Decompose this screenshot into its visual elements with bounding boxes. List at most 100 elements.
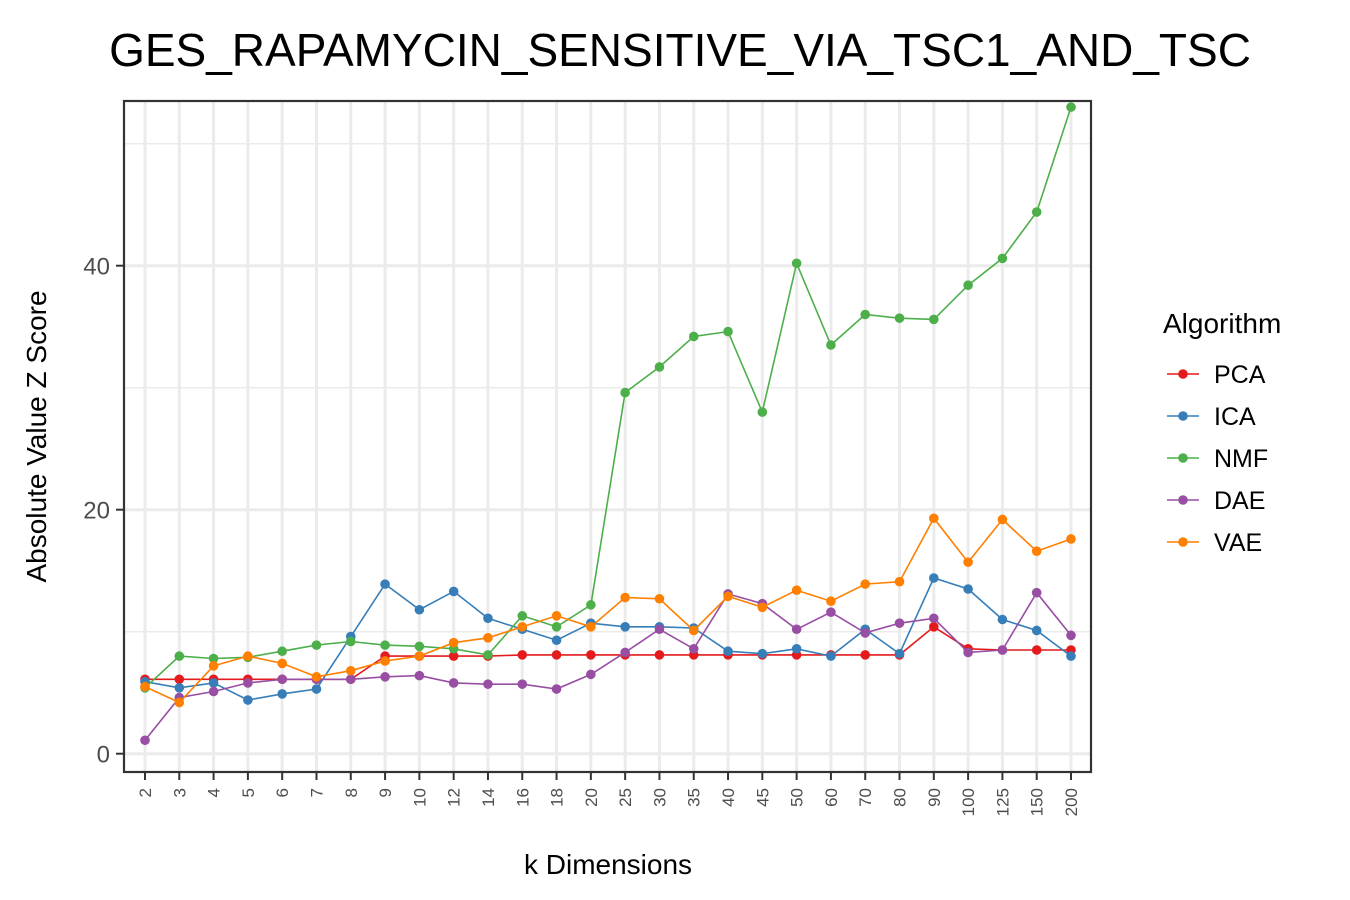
data-point-nmf	[997, 253, 1008, 264]
data-point-ica	[1066, 651, 1076, 661]
data-point-ica	[826, 651, 836, 661]
legend-key-point	[1178, 495, 1188, 505]
data-point-nmf	[894, 313, 905, 323]
data-point-nmf	[586, 600, 596, 610]
data-point-vae	[1031, 546, 1042, 556]
data-point-pca	[654, 650, 665, 660]
data-point-vae	[277, 658, 287, 669]
data-point-dae	[1031, 587, 1042, 598]
data-point-ica	[929, 573, 939, 583]
data-point-vae	[414, 651, 425, 661]
data-point-nmf	[380, 640, 390, 650]
data-point-vae	[1066, 534, 1076, 544]
x-tick-label: 8	[342, 788, 361, 797]
data-point-nmf	[826, 340, 836, 350]
y-tick-label: 40	[83, 254, 110, 281]
data-point-dae	[380, 672, 390, 682]
data-point-dae	[345, 674, 356, 685]
data-point-nmf	[963, 280, 973, 291]
series-line-nmf	[144, 106, 1072, 689]
x-tick-label: 10	[410, 788, 429, 807]
x-tick-label: 80	[891, 788, 910, 807]
data-point-ica	[380, 579, 390, 589]
data-point-pca	[929, 622, 939, 632]
data-point-vae	[517, 622, 528, 632]
data-point-vae	[586, 622, 596, 632]
x-tick-label: 14	[479, 788, 498, 807]
data-point-ica	[208, 678, 219, 688]
data-point-vae	[894, 576, 905, 587]
series-line-vae	[144, 516, 1072, 704]
data-point-nmf	[1066, 102, 1076, 112]
x-tick-label: 50	[788, 788, 807, 807]
legend-title: Algorithm	[1163, 308, 1281, 339]
data-point-vae	[997, 514, 1008, 525]
data-point-nmf	[654, 362, 665, 372]
series-line-ica	[144, 577, 1072, 701]
data-point-pca	[586, 650, 596, 660]
x-tick-label: 4	[205, 788, 224, 797]
data-point-ica	[243, 695, 253, 705]
data-point-dae	[208, 686, 219, 697]
series-ica	[140, 573, 1076, 705]
data-point-dae	[688, 643, 699, 654]
data-point-nmf	[483, 650, 493, 660]
data-point-dae	[826, 607, 836, 617]
data-point-dae	[1066, 630, 1076, 641]
data-point-pca	[1031, 645, 1042, 655]
data-point-vae	[174, 697, 185, 708]
x-tick-label: 35	[685, 788, 704, 807]
data-point-nmf	[620, 387, 630, 398]
data-point-vae	[140, 681, 150, 692]
data-point-dae	[997, 645, 1008, 655]
legend-label: DAE	[1214, 487, 1265, 515]
data-point-vae	[208, 661, 219, 671]
x-tick-label: 40	[719, 788, 738, 807]
series-lines	[140, 102, 1076, 746]
data-point-ica	[791, 643, 802, 654]
x-tick-label: 150	[1028, 788, 1047, 816]
legend-label: ICA	[1214, 403, 1256, 431]
data-point-ica	[551, 635, 562, 646]
data-point-nmf	[1031, 207, 1042, 217]
data-point-ica	[757, 648, 768, 659]
chart-title: GES_RAPAMYCIN_SENSITIVE_VIA_TSC1_AND_TSC	[109, 24, 1251, 76]
x-tick-label: 60	[822, 788, 841, 807]
data-point-dae	[654, 624, 665, 635]
data-point-pca	[860, 650, 871, 660]
x-tick-label: 30	[650, 788, 669, 807]
legend-item-dae: DAE	[1167, 487, 1265, 515]
data-point-dae	[894, 618, 905, 628]
x-tick-label: 100	[959, 788, 978, 816]
data-point-pca	[517, 650, 528, 660]
series-vae	[140, 513, 1076, 708]
x-tick-label: 25	[616, 788, 635, 807]
data-point-nmf	[277, 646, 287, 657]
x-tick-label: 90	[925, 788, 944, 807]
data-point-ica	[414, 604, 425, 615]
data-point-ica	[277, 689, 287, 699]
data-point-vae	[860, 579, 871, 589]
legend-item-ica: ICA	[1167, 403, 1256, 431]
legend-label: VAE	[1214, 529, 1262, 557]
data-point-ica	[448, 586, 459, 597]
data-point-ica	[963, 584, 973, 594]
data-point-vae	[688, 625, 699, 636]
data-point-ica	[311, 684, 322, 694]
data-point-ica	[997, 614, 1008, 625]
y-tick-label: 20	[83, 498, 110, 525]
data-point-nmf	[860, 309, 871, 320]
data-point-nmf	[757, 407, 768, 417]
x-tick-label: 3	[170, 788, 189, 797]
data-point-ica	[723, 646, 733, 657]
data-point-vae	[929, 513, 939, 524]
x-axis-title: k Dimensions	[524, 849, 692, 880]
data-point-dae	[586, 669, 596, 680]
legend-label: PCA	[1214, 361, 1266, 389]
data-point-vae	[654, 593, 665, 604]
data-point-nmf	[688, 331, 699, 342]
legend: Algorithm PCA ICA NMF DAE VAE	[1163, 308, 1281, 557]
data-point-nmf	[174, 651, 185, 661]
data-point-vae	[826, 596, 836, 606]
legend-item-pca: PCA	[1167, 361, 1266, 389]
